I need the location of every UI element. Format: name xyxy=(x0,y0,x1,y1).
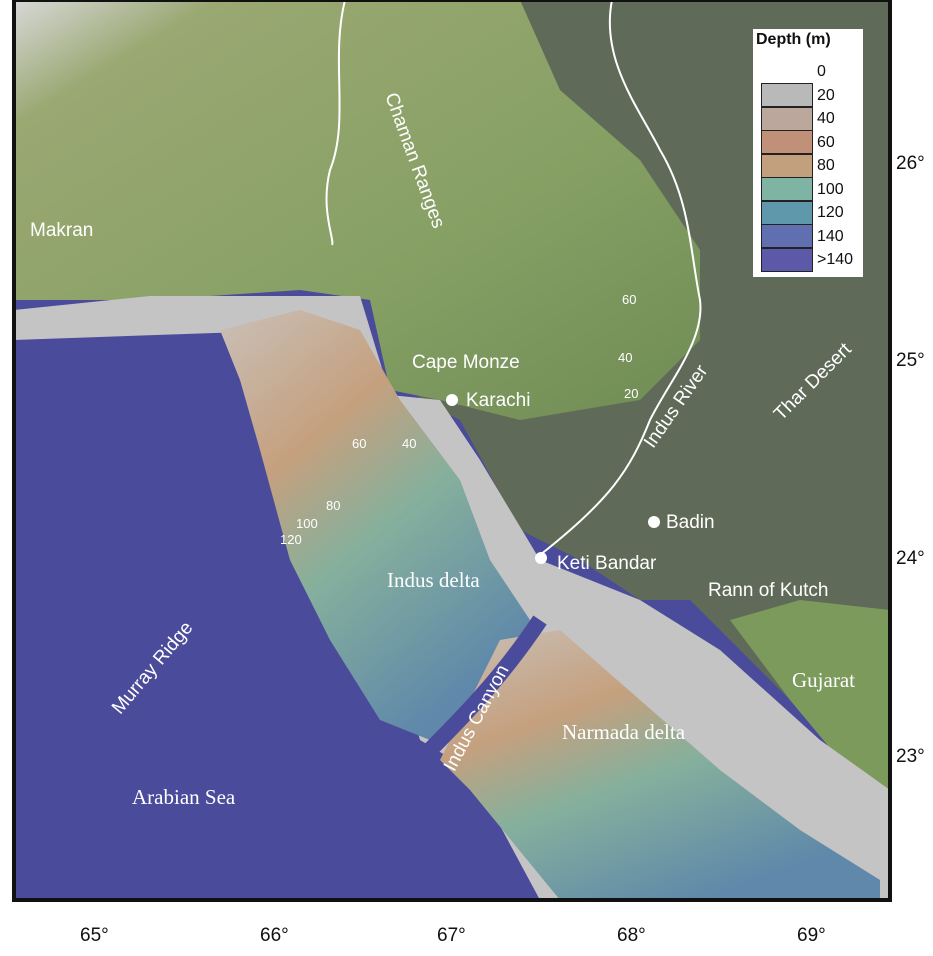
legend-swatch xyxy=(761,106,813,131)
lon-tick: 65° xyxy=(80,925,109,946)
land-green-area xyxy=(14,0,700,420)
contour-label: 60 xyxy=(352,436,367,451)
legend-value: 80 xyxy=(817,157,835,174)
label-cape-monze: Cape Monze xyxy=(412,352,520,373)
lon-tick: 69° xyxy=(797,925,826,946)
label-rann: Rann of Kutch xyxy=(708,580,829,601)
legend-value: 60 xyxy=(817,133,835,151)
contour-label: 120 xyxy=(280,532,302,547)
map-frame xyxy=(12,0,892,902)
legend-swatch xyxy=(761,224,813,248)
lon-tick: 68° xyxy=(617,925,646,946)
legend-value: 120 xyxy=(817,204,844,221)
legend-value: 20 xyxy=(817,86,835,104)
legend-value: 0 xyxy=(817,63,826,80)
legend-value: 100 xyxy=(817,180,844,198)
karachi-marker xyxy=(446,394,458,406)
legend-value: 40 xyxy=(817,110,835,127)
legend-value: 140 xyxy=(817,227,844,245)
contour-label: 100 xyxy=(296,516,318,531)
lat-tick: 25° xyxy=(896,350,925,371)
gujarat-land xyxy=(730,600,890,790)
lon-tick: 66° xyxy=(260,925,289,946)
label-gujarat: Gujarat xyxy=(792,668,855,692)
legend-title: Depth (m) xyxy=(756,31,831,48)
label-badin: Badin xyxy=(666,512,715,533)
legend-swatch xyxy=(761,130,813,154)
label-keti-bandar: Keti Bandar xyxy=(557,553,657,574)
legend-swatch xyxy=(761,200,813,225)
contour-label: 80 xyxy=(326,498,341,513)
legend-swatch xyxy=(761,247,813,272)
badin-marker xyxy=(648,516,660,528)
western-river xyxy=(325,0,346,246)
label-narmada-delta: Narmada delta xyxy=(562,720,686,744)
depth-legend: Depth (m) 0 20 40 60 80 100 120 140 >140 xyxy=(753,29,863,277)
label-karachi: Karachi xyxy=(466,390,531,411)
lat-tick: 24° xyxy=(896,548,925,569)
legend-swatch xyxy=(761,83,813,107)
keti-bandar-marker xyxy=(535,552,547,564)
contour-label: 20 xyxy=(624,386,639,401)
indus-canyon xyxy=(414,615,547,766)
lon-tick: 67° xyxy=(437,925,466,946)
contour-label: 40 xyxy=(402,436,417,451)
contour-label: 60 xyxy=(622,292,637,307)
narmada-shelf xyxy=(440,630,880,900)
lat-tick: 26° xyxy=(896,153,925,174)
lat-tick: 23° xyxy=(896,746,925,767)
shelf-gradient xyxy=(220,310,530,740)
contour-label: 40 xyxy=(618,350,633,365)
label-makran: Makran xyxy=(30,220,94,241)
legend-swatch xyxy=(761,153,813,178)
legend-swatch xyxy=(761,177,813,201)
legend-value: >140 xyxy=(817,251,854,268)
label-arabian-sea: Arabian Sea xyxy=(132,785,236,809)
indus-river xyxy=(539,0,702,556)
label-indus-delta: Indus delta xyxy=(387,568,480,592)
